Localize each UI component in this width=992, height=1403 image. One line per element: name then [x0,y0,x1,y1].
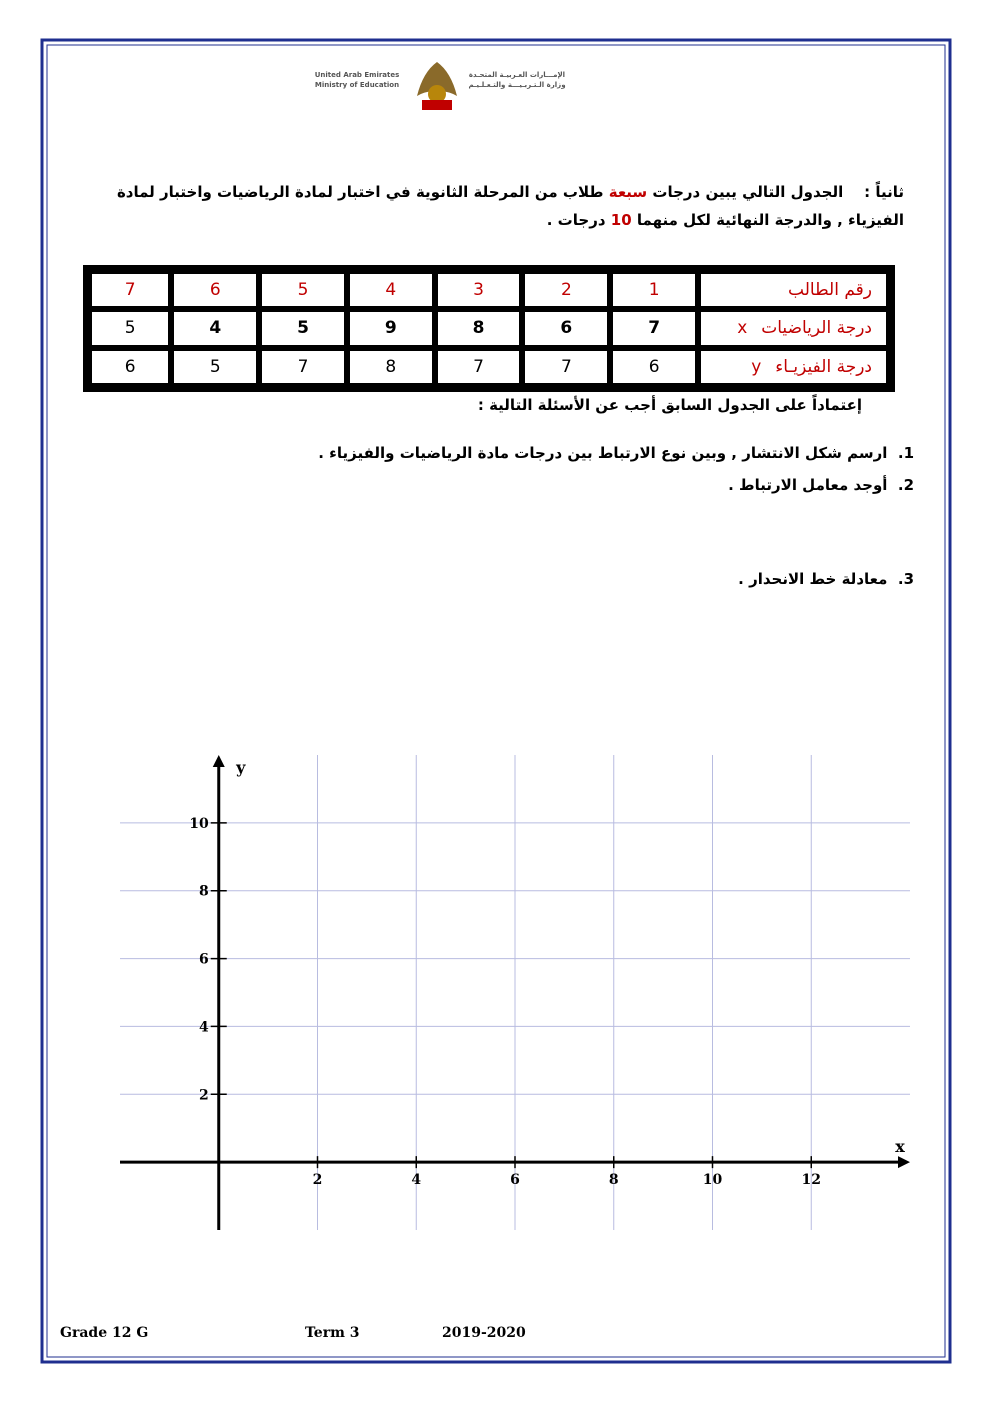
table-row: درجة الفيزيـاءy 6 7 7 8 7 5 6 [91,349,887,384]
table-cell: 8 [436,311,521,346]
question-text: ارسم شكل الانتشار , وبين نوع الارتباط بي… [318,444,888,462]
border-inner [46,44,946,1358]
x-tick-label: 10 [703,1172,723,1188]
table-cell: 9 [348,311,433,346]
footer-year: 2019-2020 [442,1325,526,1341]
y-tick-label: 10 [189,816,209,832]
row-label: درجة الرياضيات x [700,311,887,346]
question-number: 3. [897,570,914,588]
logo-english: Ministry of Education [315,81,399,89]
y-tick-label: 2 [199,1087,209,1103]
row-symbol: y [751,356,762,377]
border [40,38,952,1364]
row-label: درجة الفيزيـاء y [700,349,887,384]
x-tick-label: 8 [609,1172,619,1188]
question-number: 2. [897,476,914,494]
highlight: سبعة [608,183,648,201]
question-text: معادلة خط الانحدار . [738,570,888,588]
question-number: 1. [897,444,914,462]
row-symbol: x [737,318,748,339]
question: 3. معادلة خط الانحدار . [738,570,914,588]
y-tick-label: 4 [199,1019,209,1035]
table-cell: 7 [261,349,345,384]
emblem [417,62,457,110]
graph: 2 4 6 8 10 12 2 4 6 8 10 x y [120,755,910,1230]
lead: ثانياً : [864,183,904,201]
instruction: إعتماداً على الجدول السابق أجب عن الأسئل… [477,396,862,414]
table-cell: 6 [173,273,258,308]
x-tick-label: 12 [802,1172,821,1188]
table-cell: 6 [612,349,696,384]
highlight: 10 [610,211,632,229]
logo-arabic: وزارة الـتـربـيـــة والتـعـلـيـم [468,81,565,89]
question: 1. ارسم شكل الانتشار , وبين نوع الارتباط… [318,444,914,462]
table-cell: 5 [261,311,345,346]
table-row: رقم الطالب 1 2 3 4 5 6 7 [91,273,887,308]
intro: ثانياً : الجدول التالي يبين درجات سبعة ط… [84,178,904,234]
question-text: أوجد معامل الارتباط . [728,476,888,494]
footer-term: Term 3 [305,1325,360,1341]
x-tick-label: 4 [411,1172,421,1188]
row-label-text: رقم الطالب [788,280,872,301]
row-label-text: درجة الرياضيات [761,318,872,339]
x-axis-label: x [895,1137,905,1156]
y-tick-label: 6 [199,952,209,968]
data-table: رقم الطالب 1 2 3 4 5 6 7 درجة الرياضياتx 7 6 8 9 5 4 5 د… [83,265,895,392]
row-label: رقم الطالب [700,273,887,308]
table-row: درجة الرياضياتx 7 6 8 9 5 4 5 [91,311,887,346]
table-cell: 4 [173,311,258,346]
y-arrow [212,755,225,767]
table-cell: 1 [612,273,696,308]
table-cell: 3 [436,273,521,308]
table-cell: 7 [91,273,170,308]
table-cell: 2 [524,273,609,308]
text: درجات . [546,211,606,229]
text: طلاب من المرحلة الثانوية في اختبار لمادة… [116,183,904,229]
table-cell: 5 [91,311,170,346]
logo-english: United Arab Emirates [315,71,400,79]
table-cell: 6 [91,349,170,384]
text: الجدول التالي يبين درجات [652,183,844,201]
logo-arabic: الإمـــارات العـربيـة المتحـدة [469,71,565,79]
y-axis-label: y [235,758,246,777]
table-cell: 7 [612,311,696,346]
x-arrow [898,1156,910,1169]
table-cell: 8 [348,349,433,384]
question: 2. أوجد معامل الارتباط . [728,476,914,494]
footer-grade: Grade 12 G [60,1325,149,1341]
table-cell: 7 [436,349,521,384]
table-cell: 5 [173,349,258,384]
row-label-text: درجة الفيزيـاء [775,356,872,377]
table-cell: 7 [524,349,609,384]
x-tick-label: 6 [510,1172,520,1188]
y-tick-label: 8 [199,884,209,900]
table-cell: 4 [348,273,433,308]
table-cell: 5 [261,273,345,308]
x-tick-label: 2 [313,1172,323,1188]
table-cell: 6 [524,311,609,346]
